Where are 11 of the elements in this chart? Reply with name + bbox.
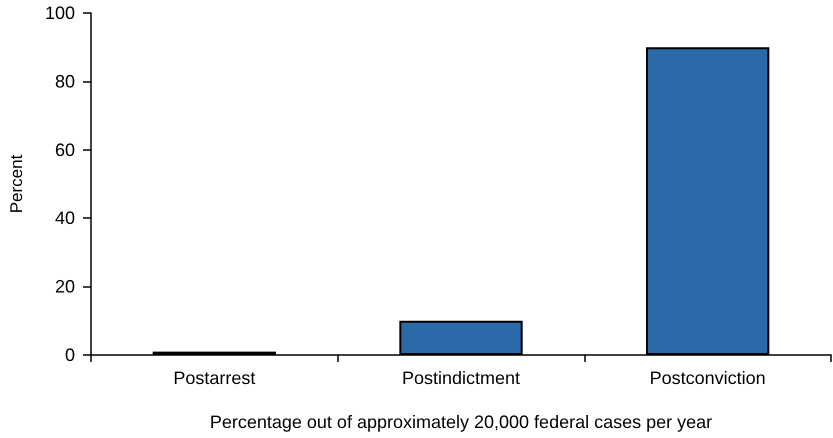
y-tick-label: 60 bbox=[54, 140, 75, 160]
x-tick-label: Postindictment bbox=[402, 368, 520, 388]
y-axis-title: Percent bbox=[7, 154, 26, 214]
x-tick-label: Postarrest bbox=[173, 368, 256, 388]
y-tick-label: 100 bbox=[44, 3, 75, 23]
x-tick-label: Postconviction bbox=[650, 368, 766, 388]
y-tick-label: 80 bbox=[54, 71, 75, 92]
y-tick-label: 0 bbox=[64, 345, 75, 365]
x-axis-title: Percentage out of approximately 20,000 federal cases per year bbox=[210, 412, 712, 432]
y-tick-label: 20 bbox=[54, 276, 75, 297]
y-tick-label: 40 bbox=[54, 208, 75, 228]
